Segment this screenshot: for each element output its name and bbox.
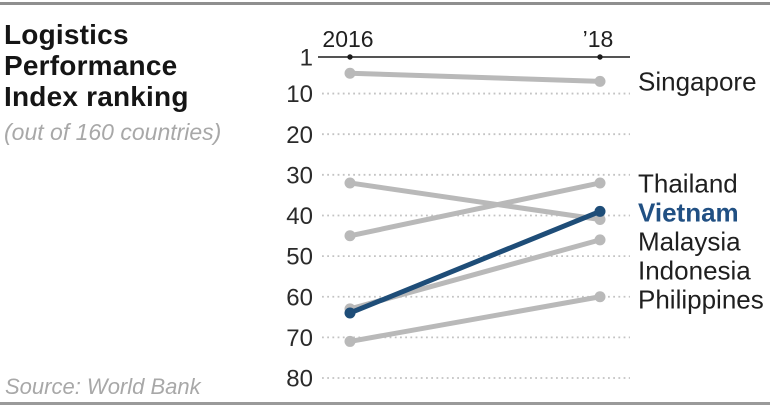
point-philippines-2018 (594, 291, 606, 303)
series-line-malaysia (347, 180, 603, 223)
y-tick-label-20: 20 (286, 122, 313, 149)
series-label-philippines: Philippines (638, 284, 764, 314)
axis-dot-2018 (597, 54, 603, 60)
x-axis-label-2018: ’18 (582, 26, 614, 52)
point-singapore-2018 (594, 75, 606, 87)
y-tick-label-10: 10 (286, 81, 313, 108)
y-tick-label-80: 80 (286, 366, 313, 393)
bottom-border (0, 402, 770, 405)
point-singapore-2016 (344, 67, 356, 79)
series-label-malaysia: Malaysia (638, 226, 741, 256)
axis-dot-2016 (347, 54, 353, 60)
chart-title-line-1: Logistics (4, 19, 129, 50)
y-tick-label-40: 40 (286, 203, 313, 230)
x-axis-label-2016: 2016 (322, 26, 374, 52)
series-line-philippines (347, 294, 603, 344)
y-tick-label-30: 30 (286, 162, 313, 189)
point-malaysia-2016 (344, 177, 356, 189)
y-tick-label-50: 50 (286, 244, 313, 271)
series-label-indonesia: Indonesia (638, 255, 751, 285)
series-label-thailand: Thailand (638, 168, 738, 198)
top-border (0, 2, 770, 5)
series-label-singapore: Singapore (638, 67, 757, 97)
y-tick-label-70: 70 (286, 325, 313, 352)
y-tick-label-60: 60 (286, 284, 313, 311)
point-vietnam-2018 (594, 205, 606, 217)
chart-title-line-3: Index ranking (4, 81, 189, 112)
source-note: Source: World Bank (5, 374, 201, 399)
y-tick-label-1: 1 (300, 45, 313, 72)
point-indonesia-2018 (594, 234, 606, 246)
point-philippines-2016 (344, 335, 356, 347)
series-label-vietnam: Vietnam (638, 197, 739, 227)
series-line-vietnam (347, 208, 603, 316)
series-line-singapore (347, 70, 603, 84)
series-line-thailand (347, 180, 603, 239)
chart-title-line-2: Performance (4, 50, 178, 81)
point-thailand-2018 (594, 177, 606, 189)
point-malaysia-2018 (594, 214, 606, 226)
title-block: Logistics Performance Index ranking (out… (4, 19, 221, 146)
chart-subtitle: (out of 160 countries) (4, 119, 222, 145)
point-thailand-2016 (344, 230, 356, 242)
point-vietnam-2016 (344, 307, 356, 319)
